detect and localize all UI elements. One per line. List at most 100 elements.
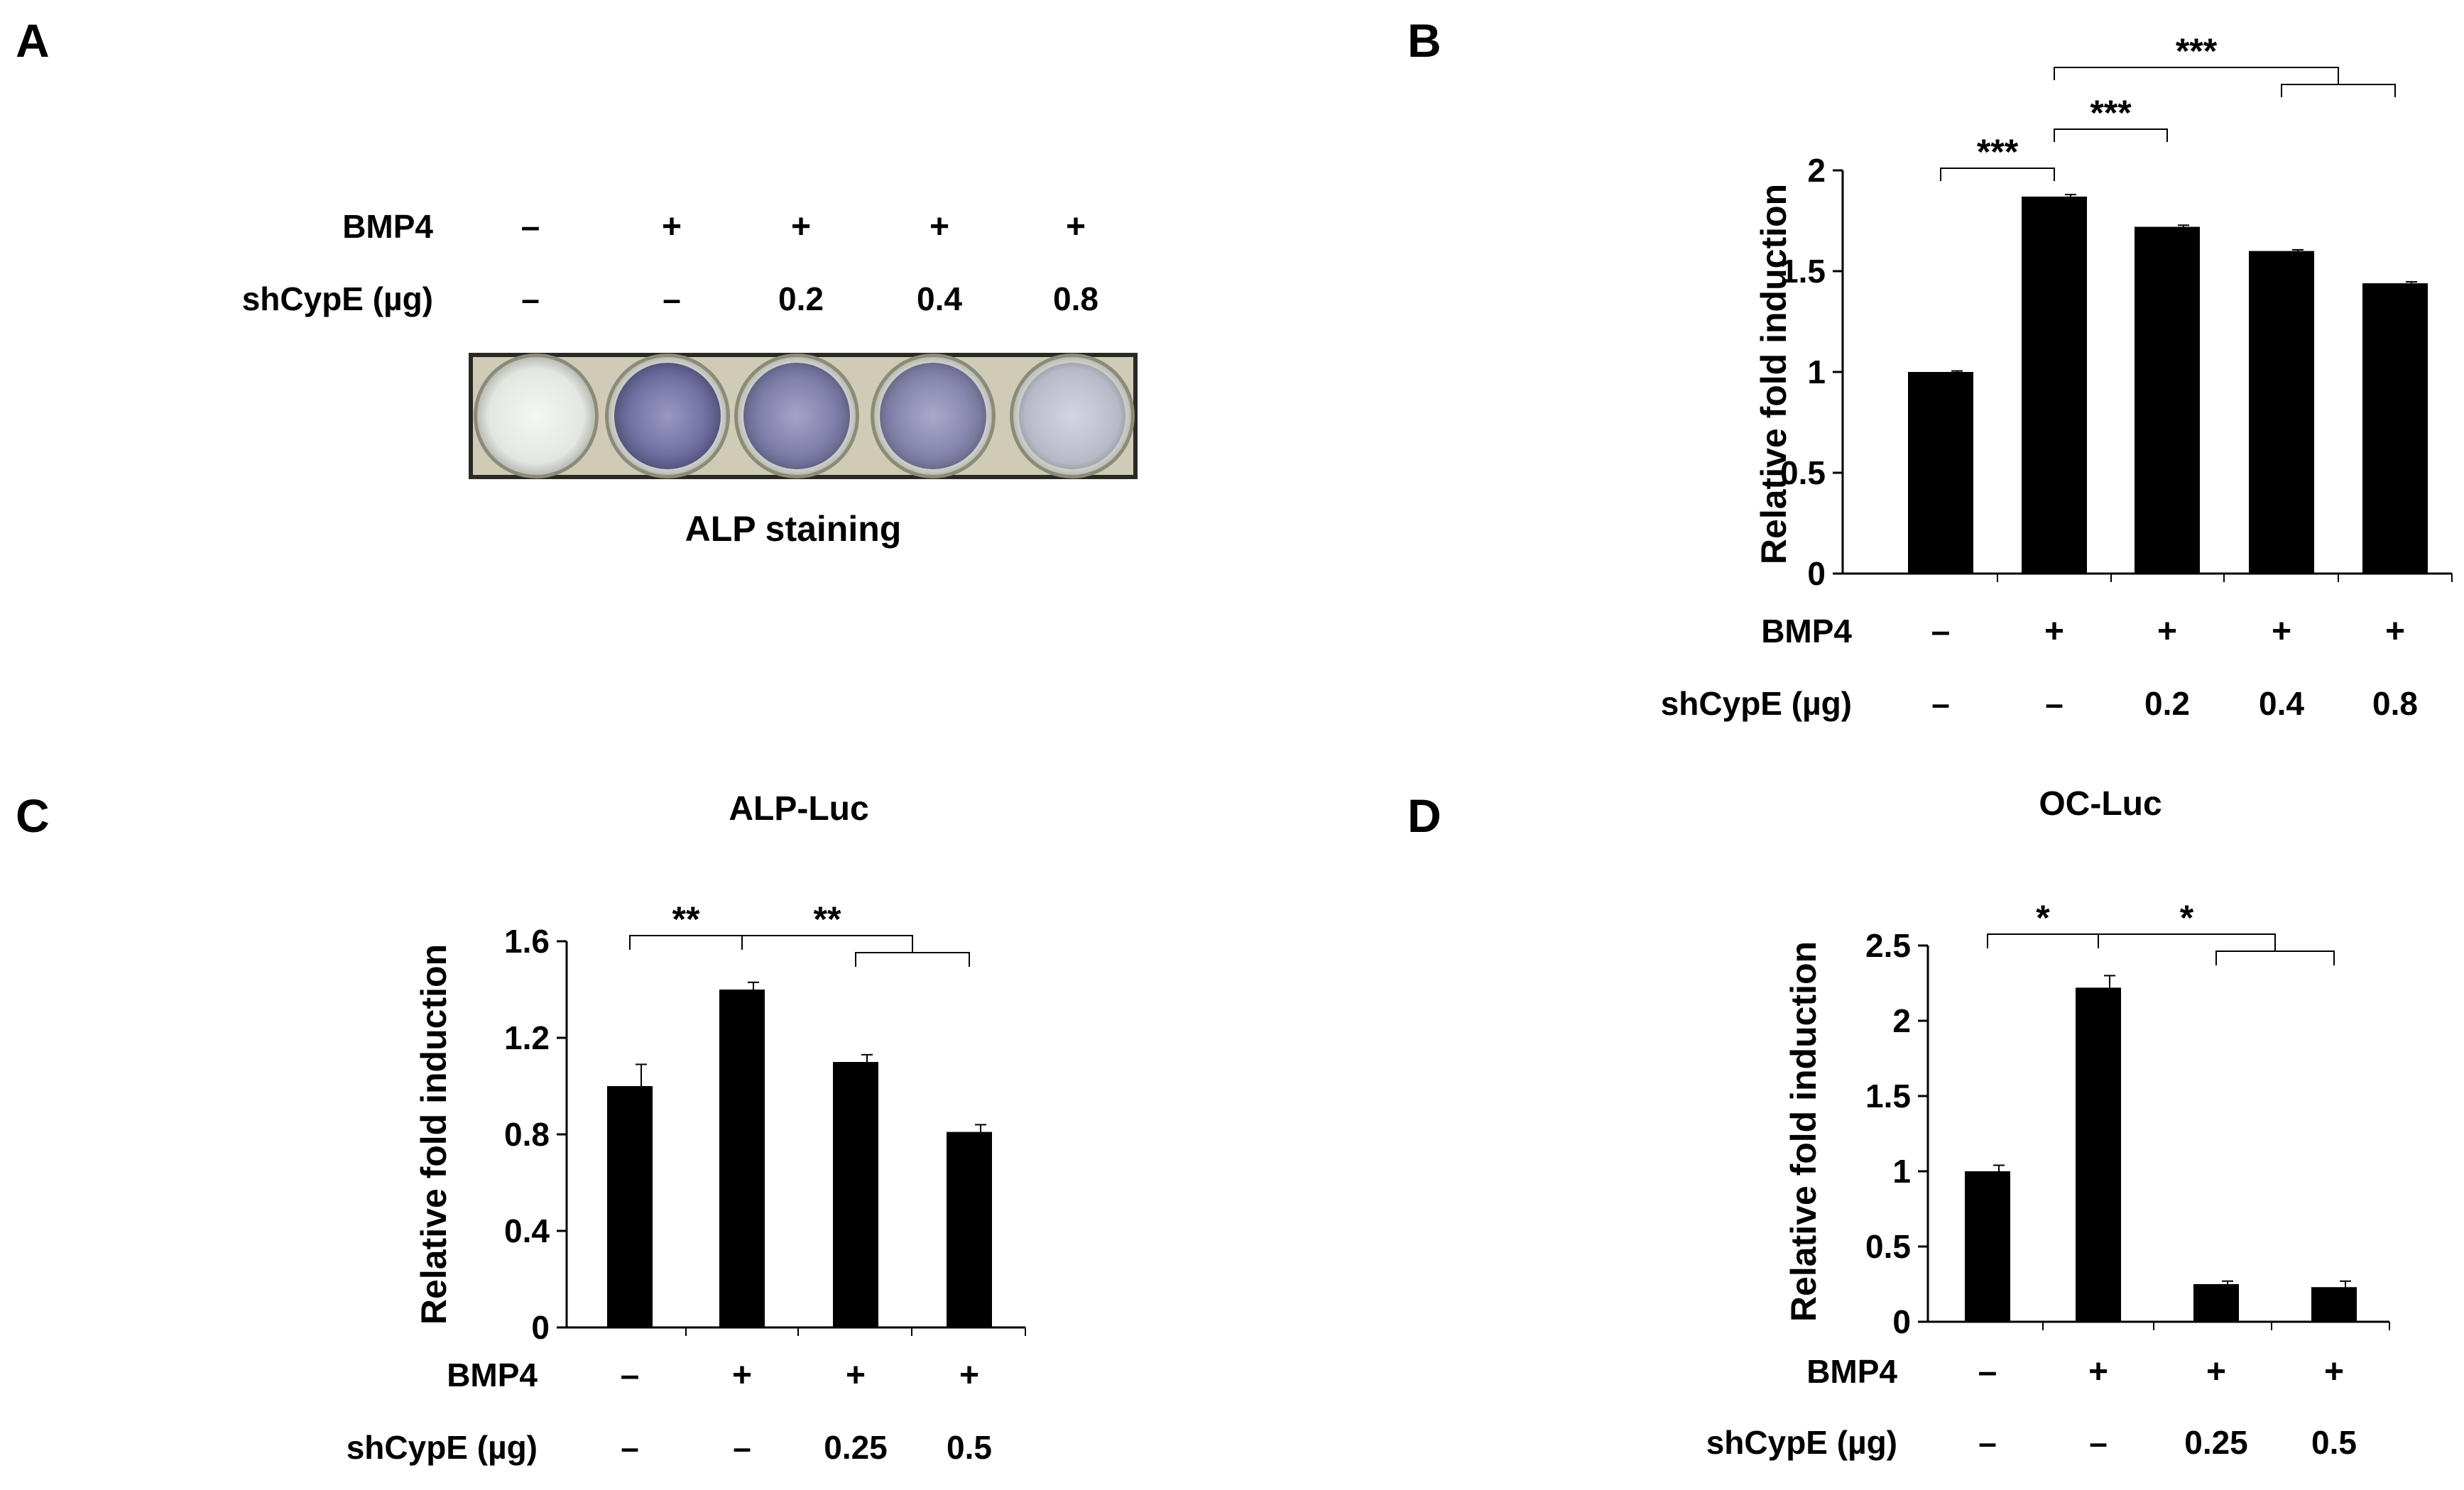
panel-a-caption: ALP staining xyxy=(685,509,902,549)
panel-letter-c: C xyxy=(16,789,50,842)
y-tick-label: 0.5 xyxy=(1865,1228,1911,1265)
y-tick-label: 0.8 xyxy=(504,1116,550,1153)
panel-a-shcype-value: 0.8 xyxy=(1053,280,1099,317)
well-stain xyxy=(743,363,850,469)
significance-bracket-group xyxy=(2215,951,2335,965)
y-tick-label: 1.2 xyxy=(504,1019,550,1056)
chart-d: OC-Luc Relative fold induction BMP4 shCy… xyxy=(1706,785,2390,1461)
well-stain xyxy=(614,363,721,469)
bmp4-value: + xyxy=(2088,1353,2108,1391)
panel-a-shcype-value: – xyxy=(521,280,540,317)
bar xyxy=(2135,226,2200,574)
panel-a-conditions: – + + + + – – 0.2 0.4 0.8 xyxy=(521,208,1099,317)
shcype-value: – xyxy=(733,1429,751,1466)
bmp4-value: – xyxy=(1931,613,1951,650)
chart-c-title: ALP-Luc xyxy=(729,790,868,828)
panel-a-bmp4-value: + xyxy=(1066,208,1086,246)
significance-bracket-group xyxy=(855,952,970,967)
panel-a-bmp4-value: + xyxy=(930,208,949,246)
panel-letter-d: D xyxy=(1407,789,1441,842)
chart-c-shcype-label: shCypE (µg) xyxy=(347,1429,538,1466)
chart-d-ylabel: Relative fold induction xyxy=(1784,941,1824,1322)
bmp4-value: + xyxy=(732,1357,752,1394)
bmp4-value: + xyxy=(846,1357,866,1394)
shcype-value: 0.25 xyxy=(824,1429,888,1466)
shcype-value: – xyxy=(1978,1424,1997,1461)
bar xyxy=(1908,372,1973,574)
bmp4-value: + xyxy=(2044,613,2064,650)
panel-letter-a: A xyxy=(16,14,50,67)
shcype-value: – xyxy=(1931,685,1950,722)
wells xyxy=(474,354,1135,478)
bar xyxy=(2362,283,2428,574)
y-tick-label: 0 xyxy=(1807,555,1826,592)
panel-a-shcype-value: – xyxy=(663,280,681,317)
shcype-value: 0.8 xyxy=(2372,685,2418,722)
panel-a-shcype-value: 0.2 xyxy=(778,280,824,317)
bmp4-value: – xyxy=(621,1357,640,1394)
significance-label: ** xyxy=(672,899,700,939)
bar xyxy=(2249,251,2314,574)
y-tick-label: 2 xyxy=(1807,152,1826,189)
bar xyxy=(719,990,765,1327)
chart-d-shcype-label: shCypE (µg) xyxy=(1706,1424,1897,1461)
chart-b-ylabel: Relative fold induction xyxy=(1754,184,1794,564)
well-stain xyxy=(880,363,986,469)
well xyxy=(477,357,595,475)
y-tick-label: 0.4 xyxy=(504,1212,550,1249)
y-tick-label: 0.5 xyxy=(1780,454,1826,491)
panel-a-shcype-label: shCypE (µg) xyxy=(242,280,433,317)
chart-b-bmp4-label: BMP4 xyxy=(1761,613,1852,650)
significance-bracket-group xyxy=(2281,84,2396,97)
well-stain xyxy=(1019,363,1125,469)
bmp4-value: – xyxy=(1978,1353,1997,1391)
bar xyxy=(2022,196,2087,574)
y-tick-label: 1.6 xyxy=(504,923,550,960)
bar xyxy=(833,1062,878,1327)
shcype-value: 0.5 xyxy=(2311,1424,2357,1461)
y-tick-label: 2.5 xyxy=(1865,927,1911,964)
shcype-value: – xyxy=(621,1429,639,1466)
bar xyxy=(2311,1287,2357,1322)
chart-b: Relative fold induction BMP4 shCypE (µg)… xyxy=(1661,31,2453,722)
panel-a-bmp4-value: + xyxy=(662,208,682,246)
y-tick-label: 1.5 xyxy=(1780,253,1826,290)
y-tick-label: 2 xyxy=(1892,1002,1911,1039)
significance-bracket xyxy=(2054,128,2168,142)
bmp4-value: + xyxy=(2324,1353,2344,1391)
shcype-value: 0.5 xyxy=(947,1429,992,1466)
chart-d-title: OC-Luc xyxy=(2039,785,2162,823)
panel-a-bmp4-value: – xyxy=(521,208,540,246)
shcype-value: 0.2 xyxy=(2144,685,2190,722)
y-tick-label: 1.5 xyxy=(1865,1078,1911,1114)
significance-bracket xyxy=(2098,933,2276,951)
significance-bracket xyxy=(1940,168,2055,181)
bar xyxy=(2076,987,2121,1322)
significance-label: * xyxy=(2180,898,2194,938)
bar xyxy=(607,1086,653,1327)
chart-d-bmp4-label: BMP4 xyxy=(1806,1353,1897,1390)
significance-bracket xyxy=(2054,67,2339,84)
y-tick-label: 1 xyxy=(1892,1153,1911,1190)
panel-a-bmp4-value: + xyxy=(791,208,811,246)
bmp4-value: + xyxy=(2272,613,2291,650)
chart-c-ylabel: Relative fold induction xyxy=(414,944,454,1325)
chart-c: ALP-Luc Relative fold induction BMP4 shC… xyxy=(347,790,1026,1466)
bmp4-value: + xyxy=(2157,613,2177,650)
chart-b-shcype-label: shCypE (µg) xyxy=(1661,685,1852,722)
shcype-value: – xyxy=(2089,1424,2108,1461)
significance-label: *** xyxy=(1977,132,2019,172)
significance-label: *** xyxy=(2176,31,2218,71)
panel-letter-b: B xyxy=(1407,14,1441,67)
bar xyxy=(1965,1171,2010,1322)
significance-label: *** xyxy=(2090,93,2132,133)
significance-bracket xyxy=(741,935,913,953)
bmp4-value: + xyxy=(959,1357,979,1394)
significance-label: * xyxy=(2036,898,2050,938)
y-tick-label: 1 xyxy=(1807,354,1826,390)
shcype-value: 0.4 xyxy=(2259,685,2304,722)
panel-a-bmp4-label: BMP4 xyxy=(342,208,433,245)
shcype-value: – xyxy=(2045,685,2064,722)
bmp4-value: + xyxy=(2206,1353,2226,1391)
